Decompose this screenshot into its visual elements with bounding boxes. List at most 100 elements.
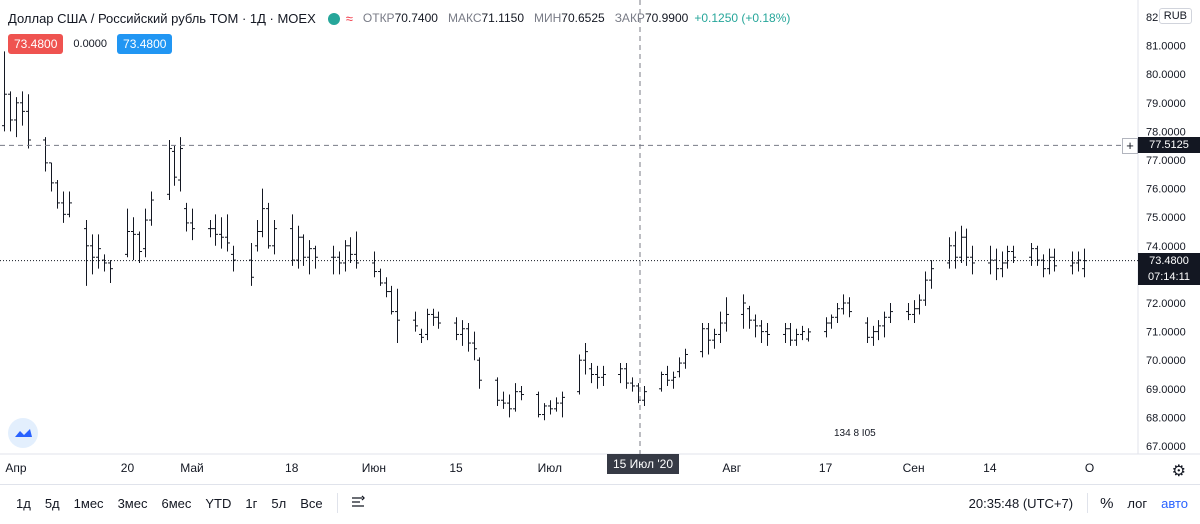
ohlc-bar	[753, 314, 758, 338]
y-tick-label: 74.0000	[1146, 241, 1186, 253]
ohlc-bar	[953, 231, 958, 269]
y-tick-label: 72.0000	[1146, 298, 1186, 310]
ohlc-bar	[389, 285, 394, 315]
x-tick-label: Апр	[5, 461, 27, 475]
ohlc-bar	[871, 325, 876, 346]
timeframe-5d[interactable]: 5д	[44, 495, 60, 511]
bottom-toolbar: 1д 5д 1мес 3мес 6мес YTD 1г 5л Все 20:35…	[0, 484, 1200, 521]
ohlc-bar	[108, 260, 113, 283]
ohlc-bar	[677, 357, 682, 378]
plus-icon[interactable]: +	[1122, 138, 1138, 155]
ohlc-bar	[917, 294, 922, 315]
timeframe-ytd[interactable]: YTD	[205, 495, 232, 511]
sell-button[interactable]: 73.4800	[8, 34, 64, 54]
ohlc-bar	[460, 320, 465, 346]
ohlc-bar	[882, 311, 887, 338]
ohlc-bar	[888, 303, 893, 324]
buy-button[interactable]: 73.4800	[117, 34, 173, 54]
ohlc-bar	[167, 139, 172, 201]
ohlc-bar	[964, 228, 969, 266]
tradingview-logo-icon[interactable]	[8, 418, 38, 448]
ohlc-bar	[724, 297, 729, 332]
log-toggle[interactable]: лог	[1127, 495, 1148, 511]
y-tick-label: 68.0000	[1146, 412, 1186, 424]
last-price-label: 73.4800	[1138, 252, 1200, 269]
y-tick-label: 70.0000	[1146, 355, 1186, 367]
x-tick-label: 20	[121, 461, 135, 475]
timeframe-1m[interactable]: 1мес	[73, 495, 104, 511]
ohlc-bar	[395, 288, 400, 344]
trade-chips: 73.4800 0.0000 73.4800	[8, 34, 173, 54]
ohlc-bars	[2, 51, 1087, 421]
y-tick-label: 67.0000	[1146, 441, 1186, 453]
ohlc-bar	[624, 363, 629, 389]
percent-toggle[interactable]: %	[1100, 494, 1114, 512]
ohlc-bar	[912, 300, 917, 324]
close-value: 70.9900	[644, 11, 689, 25]
ohlc-bar	[513, 383, 518, 412]
y-tick-label: 80.0000	[1146, 69, 1186, 81]
ohlc-bar	[1047, 248, 1052, 275]
ohlc-bar	[1052, 248, 1057, 272]
ohlc-bar	[759, 320, 764, 344]
ohlc-bar	[665, 365, 670, 386]
ohlc-bar	[536, 391, 541, 418]
price-axis-labels: 82.000081.000080.000079.000078.000077.00…	[1146, 12, 1186, 453]
auto-toggle[interactable]: авто	[1161, 495, 1188, 511]
ohlc-bar	[372, 251, 377, 278]
ohlc-bar	[747, 305, 752, 329]
ohlc-bar	[718, 311, 723, 344]
ohlc-bar	[929, 260, 934, 289]
ohlc-bar	[630, 377, 635, 392]
ohlc-bar	[519, 385, 524, 401]
right-tools: 20:35:48 (UTC+7) % лог авто	[969, 493, 1200, 513]
timeframe-6m[interactable]: 6мес	[161, 495, 192, 511]
timeframe-all[interactable]: Все	[300, 495, 323, 511]
ohlc-bar	[671, 371, 676, 389]
timeframe-1y[interactable]: 1г	[245, 495, 258, 511]
low-value: 70.6525	[561, 11, 605, 25]
ohlc-bar	[542, 403, 547, 421]
compare-icon[interactable]	[350, 495, 366, 511]
toolbar-divider	[1087, 493, 1089, 513]
high-label: МАКС	[447, 11, 482, 25]
crosshair-time-label: 15 Июл '20	[607, 454, 680, 474]
ohlc-bar	[466, 323, 471, 352]
ohlc-bar	[847, 297, 852, 318]
timeframe-1d[interactable]: 1д	[16, 495, 31, 511]
ohlc-bar	[642, 385, 647, 406]
ohlc-bar	[61, 191, 66, 223]
ohlc-bar	[413, 311, 418, 332]
ohlc-bar	[794, 328, 799, 346]
y-tick-label: 79.0000	[1146, 98, 1186, 110]
ohlc-bar	[994, 248, 999, 281]
events-badge[interactable]: 134 8 I05	[834, 428, 876, 439]
clock-readout[interactable]: 20:35:48 (UTC+7)	[968, 495, 1074, 511]
ohlc-bar	[49, 162, 54, 192]
ohlc-bar	[1029, 242, 1034, 266]
ohlc-bar	[659, 371, 664, 392]
close-label: ЗАКР	[614, 11, 645, 25]
timeframe-5y[interactable]: 5л	[271, 495, 287, 511]
ohlc-bar	[988, 245, 993, 275]
ohlc-bar	[501, 391, 506, 409]
wave-icon[interactable]: ≈	[345, 10, 353, 26]
x-tick-label: Авг	[722, 461, 741, 475]
y-tick-label: 81.0000	[1146, 41, 1186, 53]
price-chart[interactable]: 82.000081.000080.000079.000078.000077.00…	[0, 0, 1200, 484]
ohlc-bar	[947, 237, 952, 269]
ohlc-bar	[354, 231, 359, 269]
x-tick-label: О	[1085, 461, 1094, 475]
ohlc-bar	[783, 323, 788, 344]
ohlc-bar	[2, 51, 7, 132]
toolbar-divider	[336, 493, 338, 513]
timeframe-3m[interactable]: 3мес	[117, 495, 148, 511]
ohlc-bar	[618, 363, 623, 384]
ohlc-bar	[1041, 254, 1046, 278]
currency-badge[interactable]: RUB	[1158, 8, 1192, 24]
ohlc-bar	[143, 208, 148, 258]
ohlc-bar	[14, 97, 19, 138]
symbol-title[interactable]: Доллар США / Российский рубль TOM · 1Д ·…	[8, 10, 316, 26]
ohlc-bar	[765, 323, 770, 346]
gear-icon[interactable]: ⚙	[1171, 463, 1186, 480]
